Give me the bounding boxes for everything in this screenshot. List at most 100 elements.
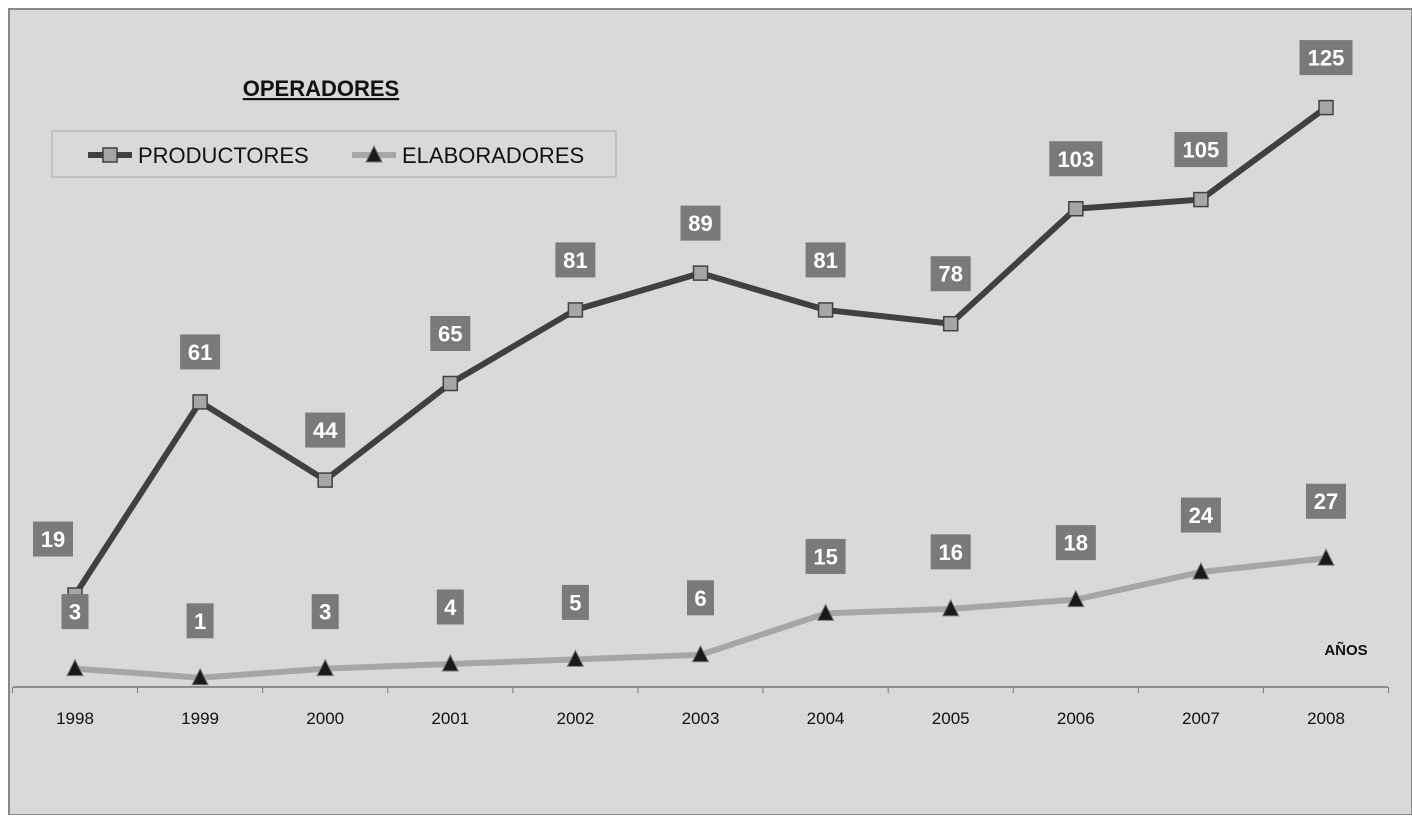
data-label-box — [680, 205, 721, 241]
data-label-text: 15 — [813, 544, 837, 569]
data-label-productores: 89 — [680, 205, 721, 241]
data-point-productores — [692, 265, 709, 281]
data-label-text: 24 — [1189, 503, 1214, 528]
data-label-text: 6 — [694, 586, 706, 611]
data-label-box — [1049, 141, 1103, 177]
x-tick-label: 2004 — [807, 709, 845, 728]
legend-marker — [102, 147, 118, 163]
data-point-elaboradores — [941, 598, 960, 617]
data-point-productores — [817, 302, 834, 318]
data-label-box — [1180, 497, 1221, 533]
x-tick-label: 2007 — [1182, 709, 1220, 728]
legend-box — [51, 130, 617, 178]
x-tick-label: 1998 — [56, 709, 94, 728]
x-tick-label: 2003 — [682, 709, 720, 728]
data-point-productores — [1193, 191, 1209, 208]
data-label-text: 16 — [938, 540, 962, 565]
data-point-productores — [442, 375, 459, 392]
data-label-box — [61, 594, 89, 630]
data-label-text: 65 — [438, 322, 462, 347]
data-label-text: 61 — [188, 340, 212, 365]
data-label-elaboradores: 15 — [805, 538, 846, 574]
data-label-box — [805, 242, 846, 278]
data-label-text: 4 — [444, 595, 457, 620]
data-label-productores: 61 — [180, 334, 221, 370]
data-point-elaboradores — [1317, 548, 1335, 566]
data-point-elaboradores — [1066, 589, 1085, 608]
data-label-box — [1299, 40, 1353, 76]
data-label-productores: 81 — [805, 242, 846, 278]
data-point-productores — [942, 315, 959, 332]
legend: PRODUCTORES ELABORADORES — [51, 130, 617, 178]
data-label-box — [430, 316, 471, 351]
data-point-productores — [1068, 201, 1084, 217]
legend-label: PRODUCTORES — [138, 143, 309, 168]
data-label-box — [33, 521, 73, 557]
data-label-box — [1306, 483, 1346, 519]
data-label-productores: 19 — [33, 521, 73, 557]
data-label-text: 19 — [41, 527, 65, 552]
data-label-text: 5 — [569, 590, 581, 615]
data-point-elaboradores — [66, 658, 84, 677]
data-label-box — [180, 334, 221, 370]
data-label-text: 125 — [1308, 46, 1345, 71]
x-tick-label: 2008 — [1307, 709, 1345, 728]
data-label-elaboradores: 4 — [436, 589, 464, 625]
data-label-elaboradores: 18 — [1055, 525, 1096, 561]
data-label-box — [436, 589, 464, 625]
chart-title: OPERADORES — [243, 76, 399, 101]
data-label-productores: 44 — [305, 412, 346, 448]
data-point-productores — [192, 394, 208, 410]
x-tick-label: 2002 — [556, 709, 594, 728]
data-label-text: 105 — [1183, 138, 1220, 163]
data-label-elaboradores: 3 — [61, 594, 89, 630]
data-label-elaboradores: 5 — [561, 584, 589, 620]
data-point-elaboradores — [566, 649, 585, 667]
data-label-box — [805, 538, 846, 574]
data-label-box — [305, 412, 346, 448]
data-label-text: 89 — [688, 211, 712, 236]
data-point-elaboradores — [816, 603, 835, 621]
data-label-elaboradores: 3 — [311, 594, 339, 630]
data-label-text: 3 — [69, 600, 81, 625]
x-axis: 1998 1999 2000 2001 2002 2003 2004 2005 2006 2007… — [11, 686, 1390, 728]
data-label-productores: 78 — [930, 256, 971, 292]
data-label-box — [561, 584, 589, 620]
data-label-box — [687, 580, 714, 616]
data-point-productores — [317, 472, 333, 488]
data-point-elaboradores — [691, 644, 710, 663]
x-tick-label: 2006 — [1057, 709, 1095, 728]
data-label-text: 27 — [1314, 489, 1338, 514]
x-tick-label: 2005 — [932, 709, 970, 728]
data-label-box — [1055, 525, 1096, 561]
data-label-text: 81 — [813, 248, 837, 273]
data-label-elaboradores: 6 — [687, 580, 714, 616]
x-tick-label: 1999 — [181, 709, 219, 728]
data-label-text: 81 — [563, 248, 587, 273]
x-tick-label: 2000 — [306, 709, 344, 728]
data-point-elaboradores — [441, 653, 460, 672]
data-label-box — [930, 256, 971, 292]
series-layer — [66, 99, 1335, 686]
data-point-productores — [567, 302, 584, 318]
data-label-productores: 65 — [430, 316, 471, 351]
data-label-text: 1 — [194, 609, 206, 634]
data-label-box — [555, 242, 596, 278]
data-point-elaboradores — [1192, 561, 1210, 580]
x-tick-label: 2001 — [431, 709, 469, 728]
data-label-text: 44 — [313, 418, 338, 443]
x-axis-title: AÑOS — [1324, 641, 1367, 659]
data-point-productores — [1318, 99, 1334, 116]
data-label-text: 18 — [1064, 531, 1088, 556]
data-label-box — [311, 594, 339, 630]
data-label-box — [186, 603, 214, 639]
data-label-text: 3 — [319, 600, 331, 625]
data-label-box — [1174, 132, 1228, 168]
data-label-elaboradores: 16 — [930, 534, 971, 570]
data-labels-layer: 19 61 44 65 81 89 81 78 103 105 125 3 1 3 4 5 6 15 16 18 24 2… — [33, 40, 1353, 639]
data-label-elaboradores: 27 — [1306, 483, 1346, 519]
data-label-productores: 103 — [1049, 141, 1103, 177]
data-label-productores: 105 — [1174, 132, 1228, 168]
